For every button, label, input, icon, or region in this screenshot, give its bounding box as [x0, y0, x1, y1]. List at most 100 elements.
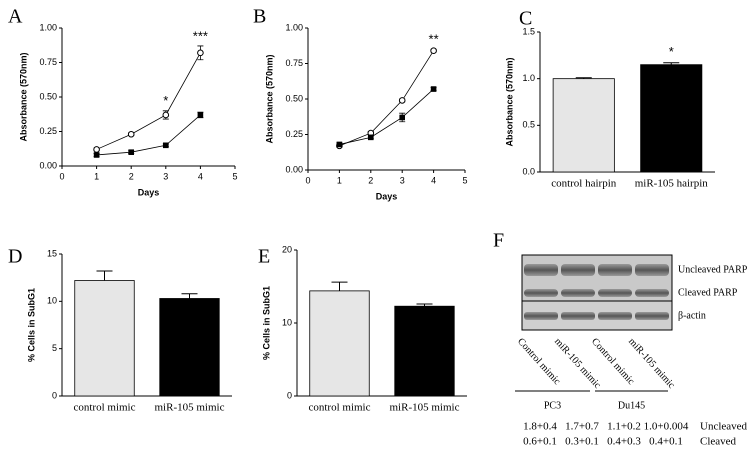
x-tick-label: 3	[400, 175, 405, 185]
bar	[394, 305, 455, 397]
x-tick-label: control hairpin	[551, 178, 617, 190]
blot-band	[561, 312, 595, 320]
y-tick-label: 10	[282, 317, 292, 327]
blot-band	[635, 312, 669, 320]
quantification: 0.4+0.1	[649, 436, 683, 448]
x-tick-label: control mimic	[308, 402, 370, 414]
x-tick-label: 5	[232, 171, 237, 181]
band-label: Cleaved PARP	[678, 287, 738, 298]
series-line	[339, 88, 434, 145]
y-tick-label: 5	[52, 343, 57, 353]
panel-letter: E	[258, 246, 270, 268]
group-label: Du145	[618, 400, 645, 411]
lane-label: miR-105 mimic	[626, 336, 677, 391]
x-tick-label: 1	[94, 171, 99, 181]
group-label: PC3	[544, 400, 561, 411]
quantification: 1.1+0.2	[607, 421, 641, 433]
marker	[163, 142, 169, 149]
significance: *	[669, 44, 674, 59]
marker	[128, 149, 134, 155]
y-tick-label: 0	[287, 390, 292, 400]
x-tick-label: 0	[305, 175, 310, 185]
significance: *	[163, 93, 168, 108]
marker	[430, 47, 437, 55]
significance: **	[429, 32, 439, 47]
y-tick-label: 0.0	[522, 166, 535, 176]
blot-band	[598, 264, 632, 276]
bar	[74, 280, 135, 397]
blot-band	[635, 289, 669, 297]
x-tick-label: control mimic	[73, 402, 135, 414]
x-tick-label: 1	[337, 175, 342, 185]
blot-band	[524, 312, 558, 320]
y-tick-label: 0.00	[285, 164, 303, 174]
x-tick-label: 4	[198, 171, 203, 181]
y-tick-label: 20	[282, 244, 292, 254]
x-axis-label: Days	[138, 187, 160, 197]
error-bar	[96, 270, 113, 281]
panel-letter: C	[519, 8, 532, 30]
marker	[399, 114, 405, 121]
y-tick-label: 0.75	[285, 58, 303, 68]
marker	[127, 130, 135, 138]
marker	[368, 134, 374, 141]
panel-letter: F	[493, 230, 504, 252]
y-tick-label: 0.50	[39, 91, 57, 101]
series-line	[339, 50, 434, 147]
marker	[93, 152, 100, 158]
y-tick-label: 1.5	[522, 26, 535, 36]
x-tick-label: 0	[59, 171, 64, 181]
x-tick-label: miR-105 mimic	[155, 402, 225, 414]
blot-band	[635, 264, 669, 276]
series-line	[96, 52, 201, 150]
quantification: Uncleaved	[700, 421, 748, 433]
x-tick-label: 5	[462, 175, 467, 185]
quantification: 0.4+0.3	[607, 436, 641, 448]
band-label: β-actin	[678, 310, 706, 321]
x-tick-label: 3	[163, 171, 168, 181]
y-axis-label: Absorbance (570nm)	[18, 52, 28, 141]
quantification: 1.8+0.4	[523, 421, 557, 433]
y-tick-label: 0.25	[285, 129, 303, 139]
panel-letter: A	[8, 6, 23, 28]
quantification: 0.6+0.1	[523, 436, 557, 448]
error-bar	[181, 293, 198, 299]
blot-band	[598, 312, 632, 320]
x-tick-label: 4	[431, 175, 436, 185]
bar	[552, 78, 615, 173]
marker	[162, 111, 170, 119]
quantification: 1.7+0.7	[565, 421, 599, 433]
x-tick-label: 2	[368, 175, 373, 185]
error-bar	[331, 281, 348, 291]
blot-band	[598, 289, 632, 297]
y-tick-label: 10	[47, 296, 57, 306]
blot-band	[561, 289, 595, 297]
marker	[430, 86, 437, 92]
y-tick-label: 1.00	[39, 22, 57, 32]
blot-band	[524, 289, 558, 297]
x-tick-label: miR-105 hairpin	[635, 178, 709, 190]
panel-letter: B	[253, 6, 266, 28]
quantification: 1.0+0.004	[644, 421, 689, 433]
quantification: Cleaved	[700, 436, 737, 448]
bar	[159, 298, 220, 397]
marker	[197, 49, 204, 57]
blot-band	[561, 264, 595, 276]
bar	[640, 64, 703, 173]
y-tick-label: 1.00	[285, 22, 303, 32]
y-tick-label: 1.0	[522, 73, 535, 83]
marker	[398, 97, 406, 104]
y-tick-label: 0	[52, 390, 57, 400]
blot-band	[524, 264, 558, 276]
y-axis-label: Absorbance (570nm)	[504, 57, 514, 146]
bar	[309, 290, 370, 397]
x-tick-label: miR-105 mimic	[390, 402, 460, 414]
band-label: Uncleaved PARP	[678, 264, 748, 275]
significance: ***	[193, 28, 208, 43]
marker	[197, 112, 204, 118]
y-tick-label: 0.5	[522, 120, 535, 130]
y-axis-label: Absorbance (570nm)	[264, 54, 274, 143]
y-axis-label: % Cells in SubG1	[261, 286, 271, 360]
panel-letter: D	[8, 246, 22, 268]
